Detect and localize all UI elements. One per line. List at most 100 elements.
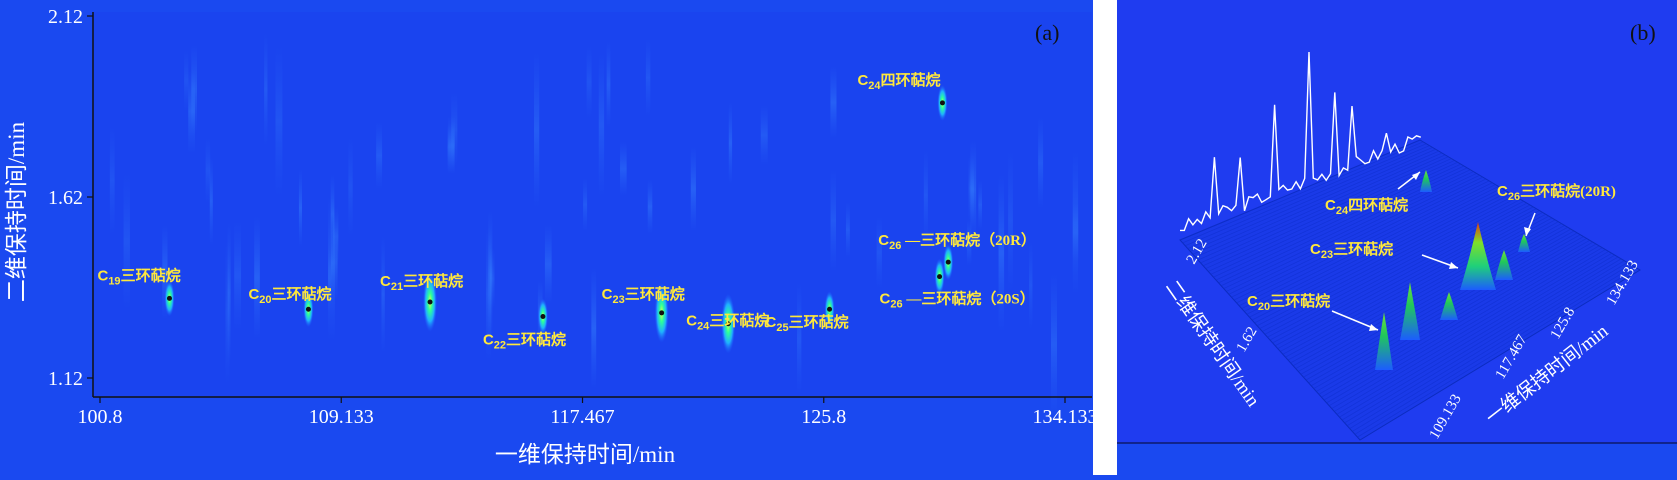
peak-label-name: 三环萜烷	[121, 266, 181, 284]
texture-line	[1290, 219, 1556, 364]
streak	[275, 45, 283, 198]
texture-line	[1341, 256, 1619, 421]
peak-marker-c20	[305, 306, 311, 312]
peak-label-c26r: C26 —三环萜烷（20R）	[878, 231, 1036, 252]
svg-text:C24四环萜烷: C24四环萜烷	[1325, 196, 1408, 217]
peak-label-c24q: C24四环萜烷	[857, 71, 940, 92]
texture-line	[1308, 232, 1578, 384]
texture-line	[1349, 262, 1628, 429]
texture-line	[1352, 264, 1631, 432]
peak-marker-c24q	[939, 100, 945, 106]
texture-line	[1233, 178, 1487, 301]
texture-line	[1354, 265, 1634, 435]
arrowhead-c20	[1369, 324, 1378, 331]
texture-line	[1336, 252, 1612, 415]
peak-label-name: —三环萜烷（20S）	[903, 290, 1035, 308]
svg-text:C20三环萜烷: C20三环萜烷	[1247, 292, 1330, 313]
streak	[690, 146, 696, 232]
streak	[1008, 148, 1013, 293]
streak	[1038, 116, 1044, 210]
surface-peak-c26	[1518, 234, 1530, 252]
texture-line	[1254, 193, 1512, 324]
y-tick-label: 1.12	[48, 368, 83, 390]
texture-line	[1339, 254, 1616, 418]
texture-line	[1272, 206, 1534, 344]
peak-label-c: C	[248, 286, 259, 303]
svg-text:C26三环萜烷(20R): C26三环萜烷(20R)	[1497, 182, 1616, 203]
streak	[645, 38, 651, 118]
peak-marker-c23	[659, 310, 665, 316]
panel-divider	[1093, 0, 1117, 475]
peak-label-name: 四环萜烷	[881, 71, 941, 89]
peak-label-c22: C22三环萜烷	[483, 330, 566, 351]
surface-peak-c21	[1400, 282, 1420, 340]
texture-line	[1192, 148, 1436, 255]
annotation-c26-c: C	[1497, 183, 1508, 200]
surface-peak-c22	[1440, 292, 1458, 320]
streak	[728, 101, 733, 185]
streak	[162, 224, 168, 320]
annotation-c23-name: 三环萜烷	[1333, 240, 1393, 258]
streak	[978, 179, 983, 230]
peak-label-name: 三环萜烷	[506, 330, 566, 348]
surface-texture	[1179, 139, 1638, 438]
texture-line	[1346, 260, 1625, 427]
streak	[348, 136, 353, 238]
texture-line	[1190, 147, 1433, 252]
streak	[845, 201, 850, 259]
x-axis-title: 一维保持时间/min	[495, 442, 676, 467]
annotation-c24-tetra-num: 24	[1336, 205, 1349, 217]
texture-line	[1179, 139, 1421, 241]
streak	[109, 125, 115, 236]
surface-peaks	[1375, 170, 1530, 370]
streak	[923, 149, 928, 242]
peak-label-c26s: C26 —三环萜烷（20S）	[880, 290, 1035, 311]
streak	[970, 140, 977, 240]
annotation-c20-name: 三环萜烷	[1270, 292, 1330, 310]
streak	[254, 215, 260, 340]
peak-label-c: C	[686, 313, 697, 330]
texture-line	[1295, 223, 1562, 369]
annotation-c23-c: C	[1310, 241, 1321, 258]
streak	[205, 137, 211, 205]
peak-label-name: 三环萜烷	[403, 272, 463, 290]
texture-line	[1267, 202, 1528, 338]
annotation-c20-num: 20	[1258, 301, 1270, 313]
texture-line	[1228, 174, 1480, 295]
texture-line	[1285, 215, 1550, 358]
streak	[376, 121, 383, 190]
texture-line	[1262, 199, 1521, 332]
texture-line	[1205, 158, 1452, 269]
annotation-c20-c: C	[1247, 293, 1258, 310]
peak-label-c: C	[380, 273, 391, 290]
arrowhead-c23	[1449, 262, 1458, 269]
texture-line	[1256, 195, 1515, 327]
annotation-c26-name: 三环萜烷(20R)	[1520, 182, 1616, 200]
texture-line	[1328, 247, 1603, 407]
streak	[544, 224, 552, 305]
texture-line	[1259, 197, 1518, 329]
peak-label-c24t: C24三环萜烷	[686, 312, 769, 333]
streak	[227, 221, 231, 364]
peak-label-num: 24	[868, 80, 881, 92]
y-axis-title: 二维保持时间/min	[4, 121, 29, 302]
peak-label-num: 26	[890, 299, 902, 311]
panel-a-letter: (a)	[1035, 20, 1059, 45]
texture-line	[1238, 182, 1493, 307]
peak-label-c23: C23三环萜烷	[602, 285, 685, 306]
surface-peak-c20	[1375, 312, 1393, 370]
x-tick-label: 109.133	[309, 406, 374, 428]
texture-line	[1277, 210, 1540, 349]
peak-marker-c22	[540, 313, 546, 319]
streak	[123, 171, 130, 312]
texture-line	[1241, 184, 1496, 309]
streak	[966, 219, 972, 266]
texture-line	[1213, 163, 1462, 278]
annotation-c23-num: 23	[1321, 249, 1333, 261]
peak-label-num: 22	[494, 339, 506, 351]
streak	[534, 51, 540, 209]
texture-line	[1269, 204, 1531, 341]
texture-line	[1236, 180, 1490, 304]
